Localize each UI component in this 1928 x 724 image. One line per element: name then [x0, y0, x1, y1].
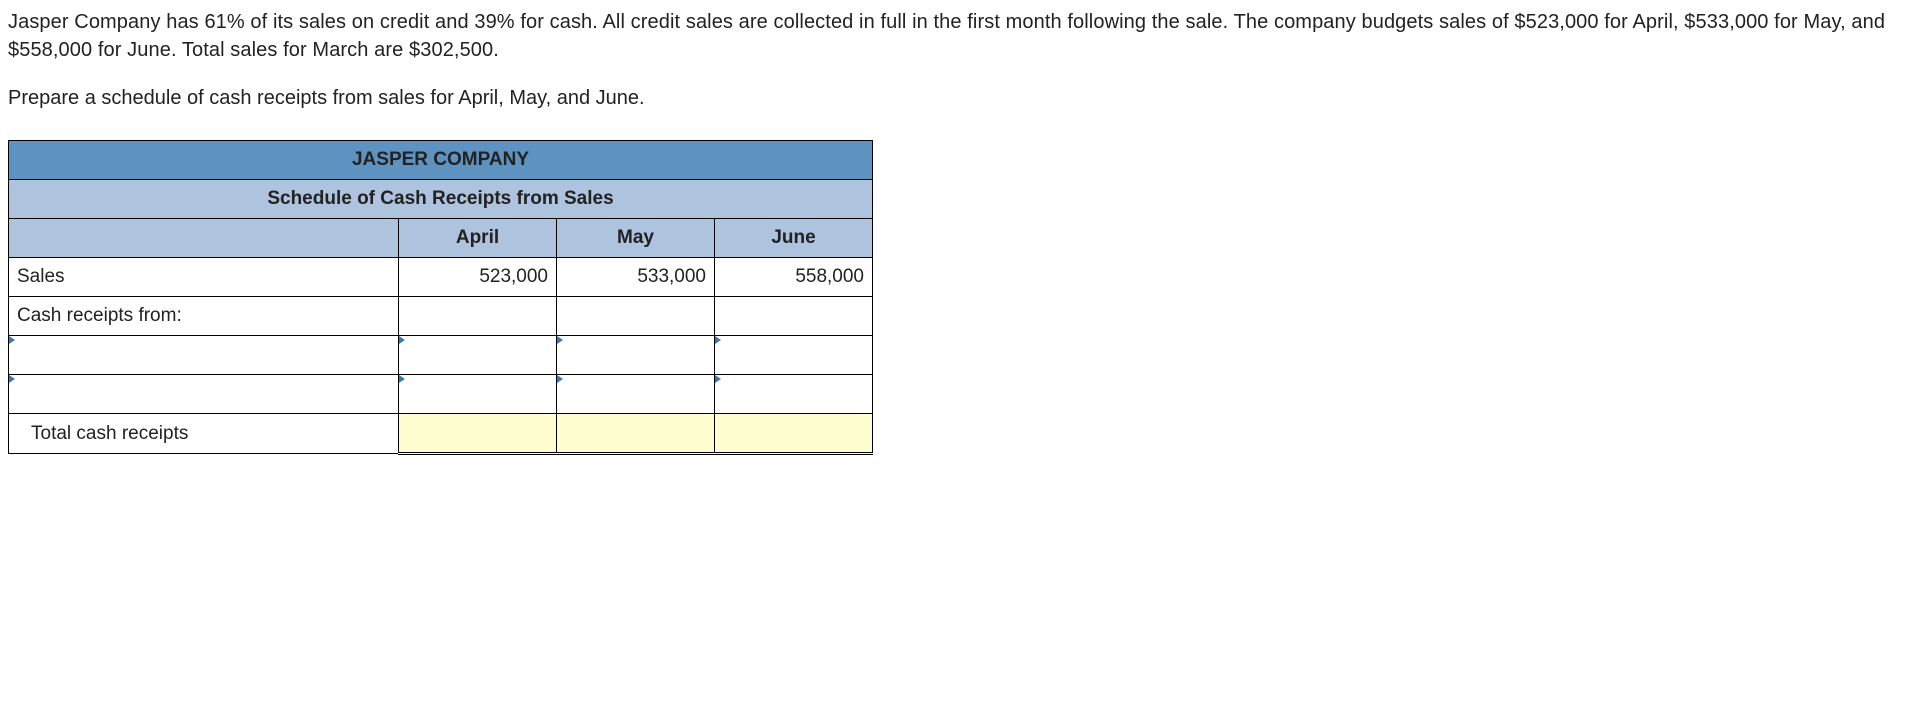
total-may [557, 414, 715, 454]
table-subtitle: Schedule of Cash Receipts from Sales [9, 180, 873, 219]
input-line1-april[interactable] [399, 336, 557, 375]
sales-april: 523,000 [399, 258, 557, 297]
table-company-header: JASPER COMPANY [9, 141, 873, 180]
input-line2-june[interactable] [715, 375, 873, 414]
input-line1-label[interactable] [9, 336, 399, 375]
input-line1-may[interactable] [557, 336, 715, 375]
total-june [715, 414, 873, 454]
input-line2-may[interactable] [557, 375, 715, 414]
header-month-june: June [715, 219, 873, 258]
row-sales-label: Sales [9, 258, 399, 297]
receipts-from-june [715, 297, 873, 336]
input-line2-label[interactable] [9, 375, 399, 414]
header-month-may: May [557, 219, 715, 258]
input-line2-april[interactable] [399, 375, 557, 414]
problem-paragraph-1: Jasper Company has 61% of its sales on c… [8, 8, 1920, 64]
problem-paragraph-2: Prepare a schedule of cash receipts from… [8, 84, 1920, 112]
row-total-label: Total cash receipts [9, 414, 399, 454]
header-month-april: April [399, 219, 557, 258]
row-receipts-from-label: Cash receipts from: [9, 297, 399, 336]
sales-june: 558,000 [715, 258, 873, 297]
sales-may: 533,000 [557, 258, 715, 297]
receipts-from-may [557, 297, 715, 336]
header-blank [9, 219, 399, 258]
input-line1-june[interactable] [715, 336, 873, 375]
total-april [399, 414, 557, 454]
receipts-from-april [399, 297, 557, 336]
schedule-table: JASPER COMPANY Schedule of Cash Receipts… [8, 140, 873, 455]
